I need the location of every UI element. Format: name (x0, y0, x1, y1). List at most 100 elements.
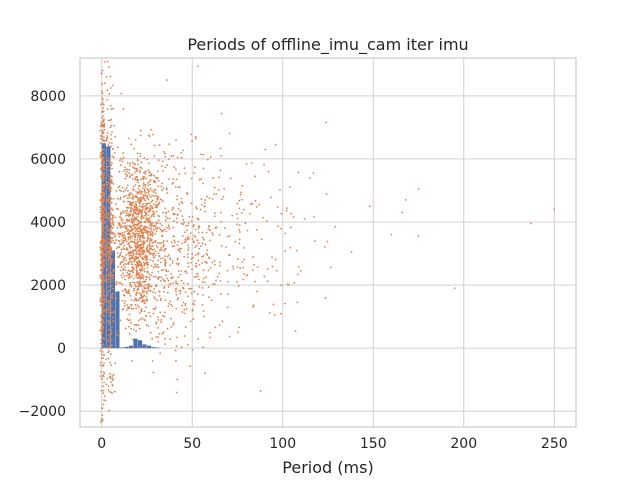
scatter-point (220, 154, 223, 157)
scatter-point (114, 234, 116, 237)
scatter-point (176, 195, 179, 197)
scatter-point (122, 235, 125, 238)
scatter-point (140, 285, 143, 287)
scatter-point (146, 271, 149, 274)
scatter-point (132, 218, 135, 221)
scatter-point (147, 219, 150, 222)
scatter-point (178, 249, 180, 252)
scatter-point (206, 249, 209, 252)
scatter-point (241, 184, 244, 187)
scatter-point (101, 417, 104, 420)
scatter-point (107, 197, 110, 200)
scatter-point (148, 202, 151, 205)
scatter-point (191, 237, 194, 240)
scatter-point (294, 330, 297, 332)
scatter-point (280, 212, 283, 215)
scatter-point (201, 242, 204, 245)
y-tick-label: 8000 (30, 89, 66, 105)
scatter-point (143, 242, 146, 244)
scatter-point (221, 320, 224, 323)
scatter-point (210, 299, 213, 302)
scatter-point (146, 245, 149, 247)
scatter-point (128, 176, 131, 179)
scatter-point (115, 247, 118, 250)
scatter-point (143, 228, 146, 231)
scatter-point (106, 98, 108, 101)
scatter-point (197, 231, 200, 234)
scatter-point (131, 269, 134, 271)
scatter-point (125, 309, 128, 312)
scatter-point (134, 258, 137, 261)
scatter-point (252, 304, 255, 307)
scatter-point (111, 295, 114, 298)
scatter-point (198, 285, 201, 288)
scatter-point (184, 172, 187, 175)
scatter-point (144, 284, 147, 286)
scatter-point (123, 211, 126, 214)
scatter-point (154, 233, 156, 236)
scatter-point (200, 198, 203, 201)
scatter-point (227, 281, 229, 283)
scatter-point (206, 254, 209, 256)
scatter-point (119, 226, 122, 229)
scatter-point (157, 219, 160, 222)
scatter-point (143, 236, 146, 239)
scatter-point (115, 282, 118, 284)
scatter-point (110, 201, 113, 204)
scatter-point (186, 244, 189, 247)
scatter-point (169, 264, 172, 267)
scatter-point (145, 287, 148, 290)
scatter-point (190, 257, 193, 260)
scatter-point (101, 192, 103, 195)
scatter-point (125, 228, 128, 230)
scatter-point (159, 280, 162, 282)
scatter-point (101, 101, 104, 104)
scatter-point (134, 184, 137, 186)
scatter-point (103, 303, 105, 306)
scatter-point (207, 286, 210, 289)
scatter-point (167, 279, 170, 282)
scatter-point (102, 159, 105, 162)
scatter-point (153, 188, 156, 191)
scatter-point (138, 253, 141, 256)
scatter-point (145, 177, 148, 180)
histogram-bar (146, 345, 152, 349)
scatter-point (128, 332, 131, 335)
scatter-point (111, 392, 113, 394)
scatter-point (181, 304, 183, 307)
scatter-point (108, 314, 111, 317)
scatter-point (134, 244, 136, 247)
scatter-point (164, 311, 166, 314)
scatter-point (108, 228, 111, 231)
scatter-point (144, 194, 147, 197)
scatter-point (139, 155, 142, 158)
scatter-point (164, 248, 166, 251)
scatter-point (125, 247, 128, 250)
scatter-point (143, 251, 146, 254)
scatter-point (151, 249, 154, 251)
scatter-point (102, 389, 105, 392)
scatter-point (142, 228, 144, 231)
scatter-point (133, 210, 136, 213)
scatter-point (101, 308, 104, 310)
scatter-point (106, 181, 108, 184)
scatter-point (108, 251, 111, 254)
scatter-point (141, 241, 144, 244)
scatter-point (107, 388, 110, 391)
scatter-point (102, 191, 105, 194)
scatter-point (213, 212, 216, 215)
scatter-point (198, 178, 201, 181)
scatter-point (138, 292, 141, 295)
scatter-point (101, 195, 103, 198)
scatter-point (122, 233, 124, 236)
scatter-point (102, 171, 105, 174)
scatter-point (152, 260, 155, 263)
scatter-point (177, 297, 180, 299)
scatter-point (119, 233, 122, 236)
scatter-point (103, 148, 105, 151)
scatter-point (183, 231, 186, 234)
scatter-point (231, 214, 234, 217)
scatter-point (176, 214, 179, 217)
scatter-point (133, 171, 136, 174)
scatter-point (148, 210, 151, 213)
